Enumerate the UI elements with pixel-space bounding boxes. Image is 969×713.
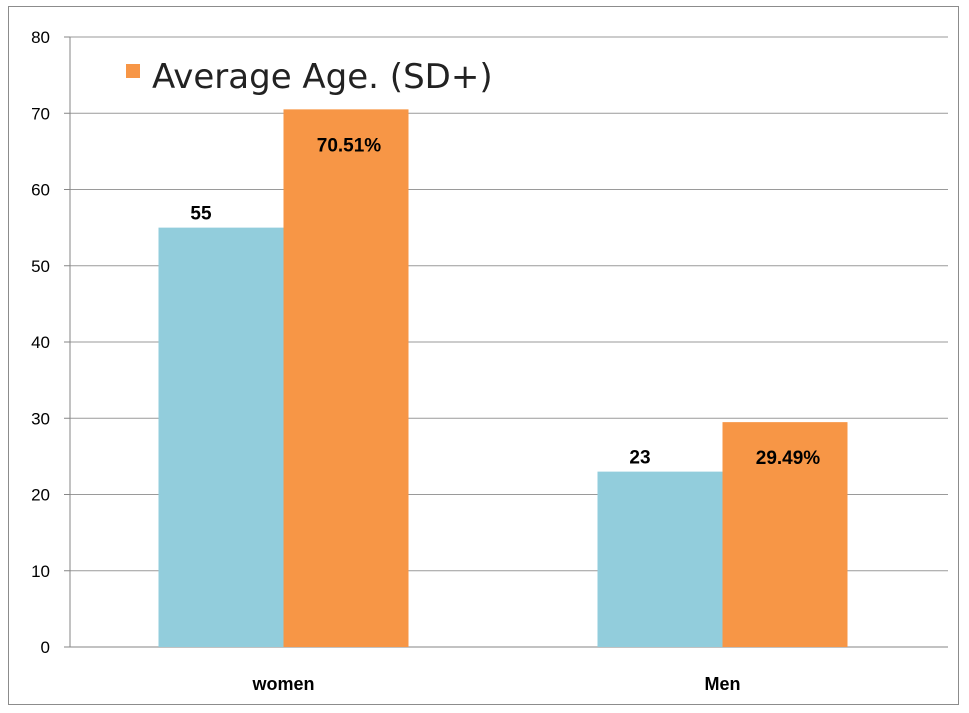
y-tick-label: 50	[31, 257, 50, 276]
bars	[158, 109, 848, 647]
y-tick-label: 70	[31, 104, 50, 123]
y-tick-label: 80	[31, 28, 50, 47]
data-labels: 55 70.51% 23 29.49%	[190, 135, 820, 469]
y-tick-label: 0	[41, 638, 50, 657]
data-label: 55	[190, 204, 212, 225]
y-tick-label: 30	[31, 409, 50, 428]
data-label: 29.49%	[756, 448, 821, 469]
y-axis-ticks: 0 10 20 30 40 50 60 70 80	[31, 28, 50, 657]
bar-men-series-1	[597, 471, 723, 647]
legend-label: Average Age. (SD+)	[152, 57, 493, 97]
y-tick-label: 40	[31, 333, 50, 352]
x-axis-categories: women Men	[251, 674, 740, 694]
category-label: Men	[705, 674, 741, 694]
bar-women-series-2	[283, 109, 409, 647]
y-tick-label: 60	[31, 181, 50, 200]
category-label: women	[251, 674, 314, 694]
data-label: 23	[629, 448, 650, 469]
bar-women-series-1	[158, 227, 284, 647]
bar-men-series-2	[722, 422, 848, 647]
data-label: 70.51%	[317, 135, 382, 156]
legend: Average Age. (SD+)	[126, 57, 493, 97]
legend-swatch	[126, 64, 140, 78]
y-tick-label: 20	[31, 486, 50, 505]
y-tick-label: 10	[31, 562, 50, 581]
